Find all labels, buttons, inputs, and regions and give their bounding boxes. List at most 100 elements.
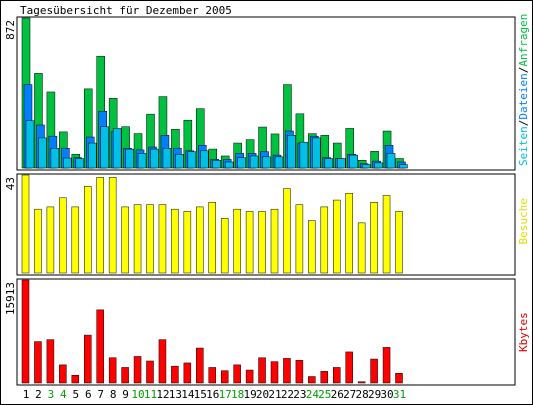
besuche-bar-day-5 <box>71 206 80 274</box>
day-tick-label: 28 <box>356 388 369 401</box>
day-tick-label: 20 <box>256 388 269 401</box>
kbytes-bar-day-12 <box>158 339 167 384</box>
kbytes-bar-day-10 <box>133 356 142 384</box>
kbytes-bar-day-11 <box>146 360 154 384</box>
besuche-bar-day-23 <box>295 204 304 274</box>
day-tick-label: 30 <box>380 388 393 401</box>
day-tick-label: 2 <box>35 388 42 401</box>
seiten-bar-day-24 <box>312 137 321 169</box>
panel-2-ymax-label: 43 <box>4 177 17 190</box>
besuche-bar-day-30 <box>382 195 391 274</box>
kbytes-bar-day-26 <box>333 367 341 384</box>
seiten-bar-day-4 <box>63 157 72 169</box>
besuche-bar-day-31 <box>395 211 403 274</box>
seiten-bar-day-12 <box>162 147 172 169</box>
legend-entry: Seiten <box>517 126 530 166</box>
kbytes-bar-day-18 <box>233 364 241 384</box>
kbytes-bar-day-24 <box>308 376 316 384</box>
panel-3-frame <box>16 278 516 386</box>
kbytes-bar-day-21 <box>270 361 279 384</box>
day-tick-label: 4 <box>60 388 67 401</box>
besuche-bar-day-20 <box>258 211 266 274</box>
panel-2-legend: Besuche <box>517 198 530 244</box>
seiten-bar-day-1 <box>25 120 35 169</box>
besuche-bar-day-14 <box>183 211 192 274</box>
besuche-bar-day-29 <box>370 202 378 274</box>
besuche-bar-day-24 <box>308 220 316 274</box>
seiten-bar-day-23 <box>299 141 309 169</box>
kbytes-bar-day-4 <box>59 364 67 384</box>
besuche-bar-day-1 <box>21 174 30 274</box>
kbytes-bar-day-17 <box>220 370 229 384</box>
legend-entry: Besuche <box>517 198 530 244</box>
besuche-bar-day-6 <box>84 186 92 274</box>
day-tick-label: 23 <box>293 388 306 401</box>
panel-3-ymax-label: 15913 <box>4 282 17 315</box>
panel-2-frame <box>16 173 516 276</box>
besuche-bar-day-3 <box>46 206 55 274</box>
day-tick-label: 26 <box>331 388 344 401</box>
besuche-bar-day-9 <box>121 206 129 274</box>
kbytes-bar-day-5 <box>71 374 80 384</box>
day-tick-label: 27 <box>343 388 356 401</box>
seiten-bar-day-31 <box>399 164 408 169</box>
seiten-bar-day-13 <box>175 153 184 169</box>
kbytes-bar-day-29 <box>370 358 378 384</box>
kbytes-bar-day-15 <box>196 347 204 384</box>
seiten-bar-day-6 <box>88 142 97 169</box>
kbytes-bar-day-7 <box>96 309 104 384</box>
seiten-bar-day-25 <box>324 158 334 169</box>
day-tick-label: 22 <box>281 388 294 401</box>
besuche-bar-day-19 <box>245 211 254 274</box>
seiten-bar-day-16 <box>212 160 221 169</box>
kbytes-bar-day-16 <box>208 367 216 384</box>
besuche-bar-day-18 <box>233 208 241 274</box>
day-tick-label: 17 <box>219 388 232 401</box>
seiten-bar-day-28 <box>361 164 371 169</box>
day-tick-label: 21 <box>268 388 281 401</box>
seiten-bar-day-15 <box>200 150 209 169</box>
seiten-bar-day-9 <box>125 148 134 169</box>
day-tick-label: 11 <box>144 388 157 401</box>
besuche-bar-day-28 <box>357 222 366 274</box>
day-tick-label: 29 <box>368 388 381 401</box>
seiten-bar-day-14 <box>187 151 197 169</box>
day-tick-label: 25 <box>318 388 331 401</box>
seiten-bar-day-11 <box>150 148 159 169</box>
kbytes-bar-day-22 <box>283 358 291 384</box>
kbytes-bar-day-13 <box>171 365 179 384</box>
kbytes-bar-day-23 <box>295 360 304 384</box>
seiten-bar-day-5 <box>75 158 85 169</box>
day-tick-label: 7 <box>97 388 104 401</box>
besuche-bar-day-22 <box>283 188 291 274</box>
day-tick-label: 15 <box>194 388 207 401</box>
kbytes-bar-day-1 <box>21 279 30 384</box>
kbytes-bar-day-27 <box>345 351 353 384</box>
kbytes-bar-day-25 <box>320 371 329 384</box>
besuche-bar-day-11 <box>146 204 154 274</box>
legend-separator: / <box>517 120 530 127</box>
seiten-bar-day-27 <box>349 154 358 169</box>
besuche-bar-day-8 <box>108 177 117 274</box>
kbytes-bar-day-3 <box>46 339 55 384</box>
legend-separator: / <box>517 67 530 74</box>
kbytes-bar-day-8 <box>108 357 117 384</box>
kbytes-bar-day-9 <box>121 367 129 384</box>
seiten-bar-day-8 <box>112 128 122 169</box>
day-tick-label: 18 <box>231 388 244 401</box>
panel-1-ymax-label: 872 <box>4 20 17 40</box>
besuche-bar-day-17 <box>220 218 229 274</box>
day-tick-label: 5 <box>72 388 79 401</box>
seiten-bar-day-30 <box>386 153 396 169</box>
besuche-bar-day-7 <box>96 177 104 274</box>
kbytes-bar-day-19 <box>245 369 254 384</box>
kbytes-bar-day-31 <box>395 373 403 384</box>
besuche-bar-day-25 <box>320 206 329 274</box>
kbytes-bar-day-28 <box>357 381 366 384</box>
chart-title: Tagesübersicht für Dezember 2005 <box>20 4 232 17</box>
besuche-bar-day-13 <box>171 208 179 274</box>
kbytes-bar-day-6 <box>84 334 92 384</box>
besuche-bar-day-15 <box>196 206 204 274</box>
day-tick-label: 12 <box>156 388 169 401</box>
